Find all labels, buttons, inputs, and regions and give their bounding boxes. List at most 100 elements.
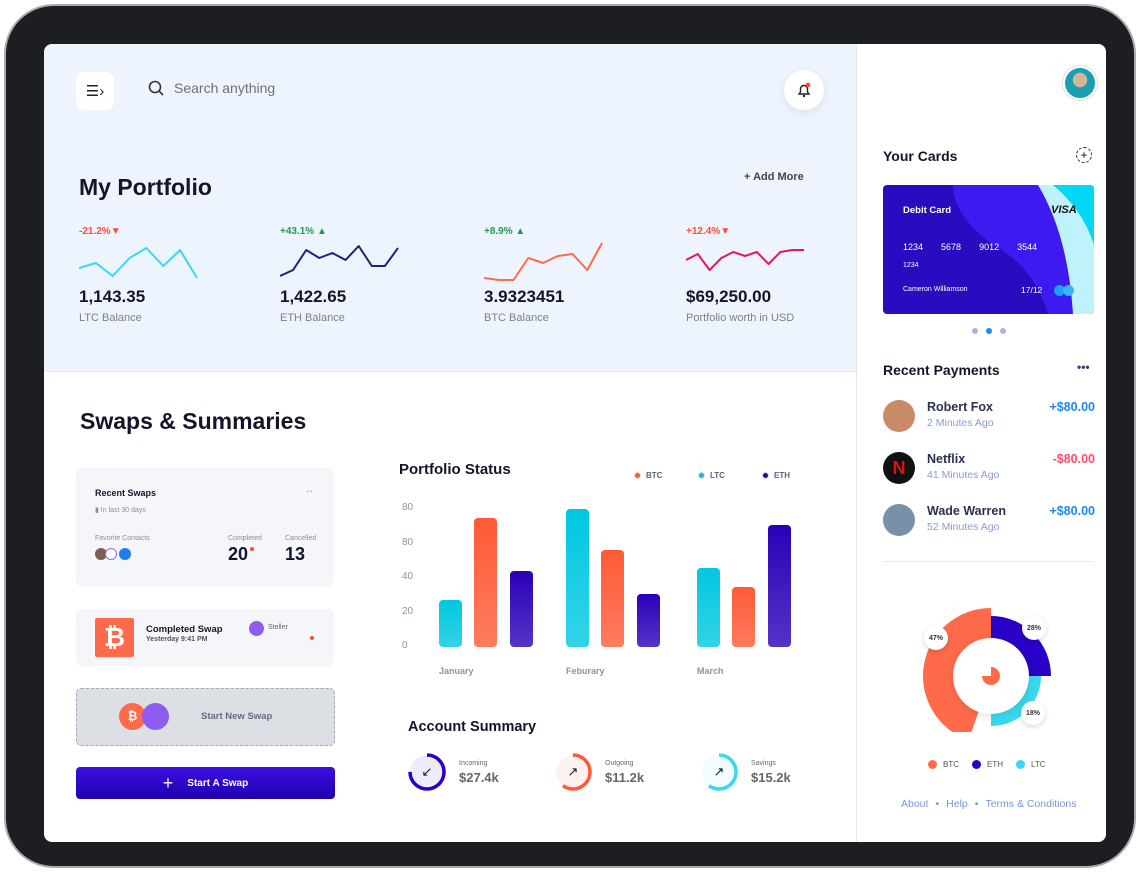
plus-icon: + xyxy=(162,772,174,793)
add-more-button[interactable]: + Add More xyxy=(744,171,804,183)
user-avatar[interactable] xyxy=(1063,66,1097,100)
change-badge: +12.4%▼ xyxy=(686,226,836,237)
pagination-dot[interactable] xyxy=(1000,328,1006,334)
account-label: Savings xyxy=(751,759,776,767)
donut-legend-ltc: LTC xyxy=(1016,760,1046,769)
balance-value: $69,250.00 xyxy=(686,287,772,306)
card-number-group: 3544 xyxy=(1017,242,1038,252)
card-type: Debit Card xyxy=(903,205,952,216)
card-pattern xyxy=(953,185,1094,314)
payment-name: Robert Fox xyxy=(927,400,993,414)
legend-label: LTC xyxy=(710,471,725,480)
recent-swaps-card: Recent Swaps ·· ▮ In last 30 days Favori… xyxy=(76,468,334,587)
payment-item[interactable]: Wade Warren 52 Minutes Ago +$80.00 xyxy=(883,504,1095,536)
bar-march-eth[interactable] xyxy=(768,524,791,647)
completed-swap-time: Yesterday 9:41 PM xyxy=(146,636,208,643)
card-sub-number: 1234 xyxy=(903,262,919,269)
account-label: Outgoing xyxy=(605,759,634,767)
avatar[interactable] xyxy=(105,548,117,560)
balance-label: LTC Balance xyxy=(79,312,142,324)
payment-item[interactable]: Robert Fox 2 Minutes Ago +$80.00 xyxy=(883,400,1095,432)
balance-stat: +8.9% ▲ 3.9323451 BTC Balance xyxy=(484,226,634,324)
terms-link[interactable]: Terms & Conditions xyxy=(985,798,1077,810)
progress-ring: ↗ xyxy=(699,752,739,792)
legend-label: LTC xyxy=(1031,760,1046,769)
bar-feburary-ltc[interactable] xyxy=(566,509,589,647)
y-tick-label: 80 xyxy=(402,536,414,548)
bar-january-eth[interactable] xyxy=(510,571,533,647)
stellar-icon xyxy=(249,621,264,636)
start-new-swap-label: Start New Swap xyxy=(201,711,273,722)
debit-card[interactable]: Debit Card VISA 1234 5678 9012 3544 1234 Ca… xyxy=(883,185,1094,314)
search-input[interactable]: Search anything xyxy=(174,80,276,96)
bar-january-btc[interactable] xyxy=(474,517,497,647)
payment-amount: -$80.00 xyxy=(1052,452,1095,466)
payment-item[interactable]: N Netflix 41 Minutes Ago -$80.00 xyxy=(883,452,1095,484)
chart-title: Portfolio Status xyxy=(399,461,511,478)
search-bar[interactable]: Search anything xyxy=(148,80,275,96)
add-card-icon[interactable]: + xyxy=(1076,147,1092,163)
more-icon[interactable]: ·· xyxy=(306,486,313,497)
pagination-dot[interactable] xyxy=(972,328,978,334)
donut-legend-eth: ETH xyxy=(972,760,1003,769)
arrow-down-left-icon: ↙ xyxy=(421,764,433,779)
triangle-down-icon: ▼ xyxy=(720,226,731,237)
x-tick-label: March xyxy=(697,666,724,676)
balance-value: 1,422.65 xyxy=(280,287,347,306)
triangle-down-icon: ▼ xyxy=(110,226,121,237)
bar-feburary-btc[interactable] xyxy=(601,550,624,647)
triangle-up-icon: ▲ xyxy=(512,226,526,237)
change-badge: +8.9% ▲ xyxy=(484,226,634,237)
bar-january-ltc[interactable] xyxy=(439,600,462,647)
help-link[interactable]: Help xyxy=(946,798,968,810)
start-new-swap-area[interactable]: ₿ Start New Swap xyxy=(76,688,335,746)
triangle-up-icon: ▲ xyxy=(314,226,327,237)
completed-swap-card[interactable]: ₿ Completed Swap Yesterday 9:41 PM Stell… xyxy=(76,609,334,666)
account-savings[interactable]: ↗ Savings $15.2k xyxy=(699,752,791,792)
account-incoming[interactable]: ↙ Incoming $27.4k xyxy=(407,752,499,792)
start-swap-button[interactable]: + Start A Swap xyxy=(76,767,335,799)
completed-swap-title: Completed Swap xyxy=(146,624,223,635)
card-pagination xyxy=(972,328,1006,334)
legend-item-ltc[interactable]: LTC xyxy=(698,471,725,480)
sparkline-path xyxy=(686,249,804,271)
bar-feburary-eth[interactable] xyxy=(637,593,660,647)
notification-button[interactable] xyxy=(784,70,824,110)
avatar[interactable] xyxy=(119,548,131,560)
mastercard-icon xyxy=(1054,285,1075,296)
sparkline xyxy=(484,242,603,281)
y-tick-label: 80 xyxy=(402,502,414,513)
legend-label: BTC xyxy=(943,760,959,769)
bar-march-btc[interactable] xyxy=(732,586,755,647)
account-value: $15.2k xyxy=(751,769,791,785)
percent-badge-ltc: 18% xyxy=(1021,701,1045,725)
legend-dot xyxy=(928,760,937,769)
legend-item-btc[interactable]: BTC xyxy=(634,471,662,480)
bar-march-ltc[interactable] xyxy=(697,567,720,647)
legend-label: ETH xyxy=(987,760,1003,769)
completed-count: 20 xyxy=(228,544,249,564)
favorite-contacts-label: Favorite Contacts xyxy=(95,535,150,542)
status-dot xyxy=(310,636,314,640)
page-title: My Portfolio xyxy=(79,174,212,200)
bell-icon xyxy=(797,82,811,98)
account-outgoing[interactable]: ↗ Outgoing $11.2k xyxy=(553,752,644,792)
legend-dot xyxy=(634,472,641,479)
donut-legend-btc: BTC xyxy=(928,760,959,769)
your-cards-title: Your Cards xyxy=(883,148,958,164)
pagination-dot-active[interactable] xyxy=(986,328,992,334)
account-label: Incoming xyxy=(459,759,488,767)
pie-chart-icon xyxy=(982,667,1000,685)
legend-label: ETH xyxy=(774,471,790,480)
change-value: +43.1% xyxy=(280,226,315,237)
legend-item-eth[interactable]: ETH xyxy=(762,471,790,480)
menu-button[interactable]: ☰› xyxy=(76,72,114,110)
card-number: 1234 5678 9012 3544 xyxy=(903,242,1037,252)
avatar[interactable] xyxy=(95,548,107,560)
about-link[interactable]: About xyxy=(901,798,929,810)
balance-value: 1,143.35 xyxy=(79,287,146,306)
balance-stat: +43.1% ▲ 1,422.65 ETH Balance xyxy=(280,226,430,324)
sparkline xyxy=(79,247,198,279)
cancelled-label: Cancelled xyxy=(285,535,317,542)
more-icon[interactable]: ••• xyxy=(1077,360,1090,374)
